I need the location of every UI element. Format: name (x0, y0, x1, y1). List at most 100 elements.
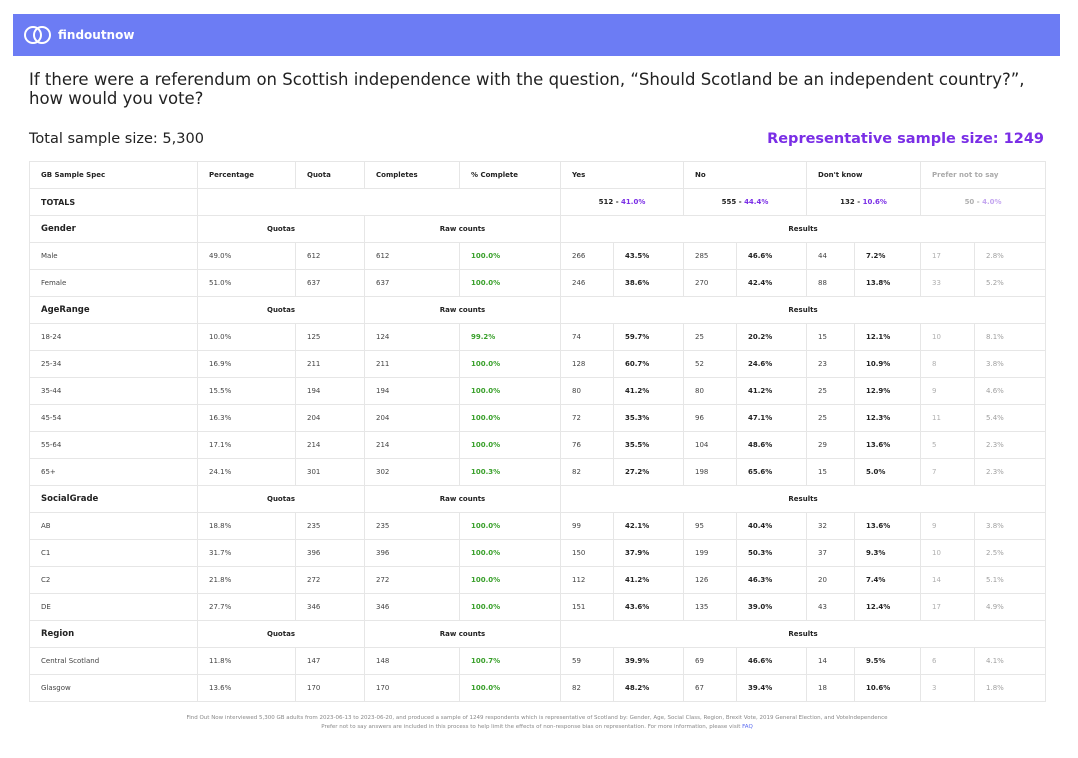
totals-no: 555 - 44.4% (682, 188, 808, 216)
row-no-count: 199 (683, 539, 737, 567)
row-dk-pct: 12.1% (854, 323, 922, 351)
row-pns-count: 17 (920, 242, 976, 270)
row-yes-pct: 27.2% (613, 458, 684, 486)
row-no-pct: 65.6% (735, 458, 808, 486)
row-completes: 396 (364, 539, 460, 567)
row-no-count: 95 (683, 512, 737, 540)
representative-sample-size: Representative sample size: 1249 (767, 131, 1044, 147)
row-no-count: 270 (683, 269, 737, 297)
row-pns-pct: 2.8% (974, 242, 1047, 270)
row-dk-count: 15 (806, 458, 856, 486)
table-row: C1 31.7% 396 396 100.0% 150 37.9% 199 50.3% 37 9.3… (29, 539, 1047, 567)
row-pct-complete: 100.7% (459, 647, 561, 675)
row-no-count: 52 (683, 350, 737, 378)
row-completes: 346 (364, 593, 460, 621)
footer-line-2: Prefer not to say answers are included i… (321, 724, 753, 730)
row-dk-pct: 12.9% (854, 377, 922, 405)
table-row: 35-44 15.5% 194 194 100.0% 80 41.2% 80 41.2% 25 12… (29, 377, 1047, 405)
row-no-pct: 47.1% (735, 404, 808, 432)
row-no-count: 69 (683, 647, 737, 675)
row-percentage: 49.0% (197, 242, 296, 270)
row-yes-count: 266 (560, 242, 614, 270)
row-no-pct: 46.6% (735, 242, 808, 270)
row-pns-count: 10 (920, 323, 976, 351)
section-header-row: Gender Quotas Raw counts Results (29, 215, 1047, 243)
row-pns-pct: 3.8% (974, 350, 1047, 378)
row-dk-count: 18 (806, 674, 856, 702)
row-label: AB (29, 512, 198, 540)
row-pns-pct: 5.1% (974, 566, 1047, 594)
row-dk-count: 44 (806, 242, 856, 270)
row-no-pct: 50.3% (735, 539, 808, 567)
row-completes: 170 (364, 674, 460, 702)
footer-note: Find Out Now interviewed 5,300 GB adults… (29, 714, 1045, 732)
row-pns-count: 14 (920, 566, 976, 594)
row-pct-complete: 100.0% (459, 242, 561, 270)
table-row: AB 18.8% 235 235 100.0% 99 42.1% 95 40.4% 32 13.6%… (29, 512, 1047, 540)
row-dk-count: 37 (806, 539, 856, 567)
results-table: GB Sample Spec Percentage Quota Complete… (29, 161, 1047, 702)
row-dk-pct: 13.8% (854, 269, 922, 297)
row-completes: 637 (364, 269, 460, 297)
section-quotas-label: Quotas (197, 296, 365, 324)
row-pns-count: 33 (920, 269, 976, 297)
row-percentage: 21.8% (197, 566, 296, 594)
row-dk-count: 32 (806, 512, 856, 540)
row-pns-pct: 4.1% (974, 647, 1047, 675)
row-percentage: 13.6% (197, 674, 296, 702)
col-header-no: No (682, 161, 808, 189)
row-label: 25-34 (29, 350, 198, 378)
row-dk-count: 88 (806, 269, 856, 297)
row-yes-count: 80 (560, 377, 614, 405)
totals-spacer (197, 188, 561, 216)
row-percentage: 31.7% (197, 539, 296, 567)
row-label: 65+ (29, 458, 198, 486)
row-no-count: 285 (683, 242, 737, 270)
row-label: C2 (29, 566, 198, 594)
row-dk-pct: 10.9% (854, 350, 922, 378)
row-yes-count: 74 (560, 323, 614, 351)
row-dk-count: 25 (806, 377, 856, 405)
row-no-pct: 46.3% (735, 566, 808, 594)
row-no-pct: 39.0% (735, 593, 808, 621)
row-quota: 346 (295, 593, 365, 621)
row-yes-pct: 37.9% (613, 539, 684, 567)
row-pct-complete: 100.0% (459, 539, 561, 567)
table-row: 45-54 16.3% 204 204 100.0% 72 35.3% 96 47.1% 25 12… (29, 404, 1047, 432)
row-quota: 235 (295, 512, 365, 540)
section-results-label: Results (559, 620, 1047, 648)
brand-name: findoutnow (58, 28, 135, 42)
table-row: 18-24 10.0% 125 124 99.2% 74 59.7% 25 20.2% 15 12.… (29, 323, 1047, 351)
faq-link[interactable]: FAQ (742, 724, 753, 730)
row-no-pct: 41.2% (735, 377, 808, 405)
section-raw-label: Raw counts (364, 620, 561, 648)
row-dk-count: 43 (806, 593, 856, 621)
brand-logo[interactable]: findoutnow (23, 25, 134, 45)
row-dk-pct: 9.5% (854, 647, 922, 675)
row-yes-count: 246 (560, 269, 614, 297)
row-dk-count: 25 (806, 404, 856, 432)
row-label: Glasgow (29, 674, 198, 702)
row-pns-pct: 2.5% (974, 539, 1047, 567)
section-results-label: Results (559, 215, 1047, 243)
row-yes-pct: 35.5% (613, 431, 684, 459)
row-quota: 214 (295, 431, 365, 459)
row-label: Central Scotland (29, 647, 198, 675)
row-percentage: 17.1% (197, 431, 296, 459)
row-pct-complete: 100.0% (459, 350, 561, 378)
row-no-count: 96 (683, 404, 737, 432)
row-completes: 302 (364, 458, 460, 486)
row-pns-count: 8 (920, 350, 976, 378)
row-label: 35-44 (29, 377, 198, 405)
row-yes-pct: 43.5% (613, 242, 684, 270)
totals-label: TOTALS (29, 188, 198, 216)
row-percentage: 10.0% (197, 323, 296, 351)
row-no-pct: 46.6% (735, 647, 808, 675)
row-pns-count: 3 (920, 674, 976, 702)
section-raw-label: Raw counts (364, 296, 561, 324)
row-no-count: 126 (683, 566, 737, 594)
row-dk-count: 20 (806, 566, 856, 594)
row-dk-pct: 12.3% (854, 404, 922, 432)
section-quotas-label: Quotas (197, 485, 365, 513)
row-yes-pct: 42.1% (613, 512, 684, 540)
